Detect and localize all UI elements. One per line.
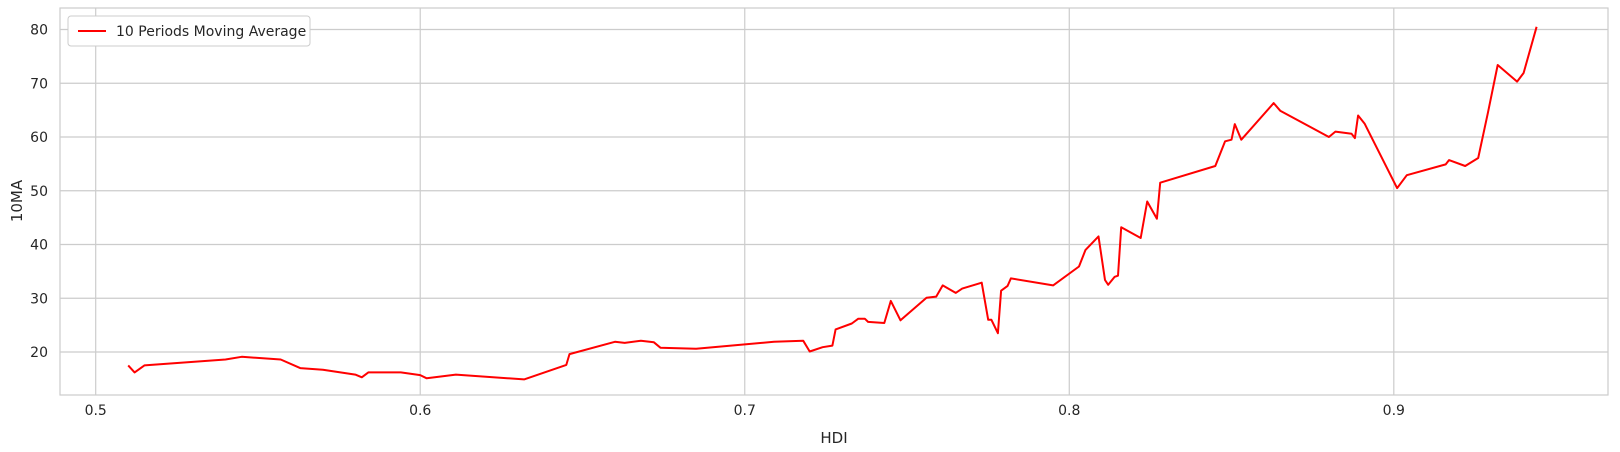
x-tick-label: 0.7	[734, 403, 756, 419]
grid-lines	[60, 8, 1608, 395]
y-tick-label: 80	[30, 23, 48, 39]
x-tick-label: 0.5	[85, 403, 107, 419]
x-axis-label: HDI	[820, 429, 847, 447]
y-tick-label: 30	[30, 291, 48, 307]
y-tick-label: 70	[30, 76, 48, 92]
y-tick-label: 40	[30, 238, 48, 254]
x-tick-label: 0.6	[409, 403, 431, 419]
y-axis-label: 10MA	[8, 179, 26, 222]
series-line	[127, 26, 1538, 381]
x-tick-label: 0.8	[1058, 403, 1080, 419]
legend-label: 10 Periods Moving Average	[116, 24, 306, 40]
legend: 10 Periods Moving Average	[67, 15, 311, 47]
legend-box	[67, 15, 311, 47]
y-axis-ticks: 20 30 40 50 60 70 80	[30, 23, 48, 362]
x-tick-label: 0.9	[1383, 403, 1405, 419]
series-layer	[127, 26, 1538, 381]
y-tick-label: 60	[30, 130, 48, 146]
y-tick-label: 50	[30, 184, 48, 200]
x-axis-ticks: 0.5 0.6 0.7 0.8 0.9	[85, 403, 1405, 419]
y-tick-label: 20	[30, 345, 48, 361]
plot-area	[59, 7, 1609, 396]
